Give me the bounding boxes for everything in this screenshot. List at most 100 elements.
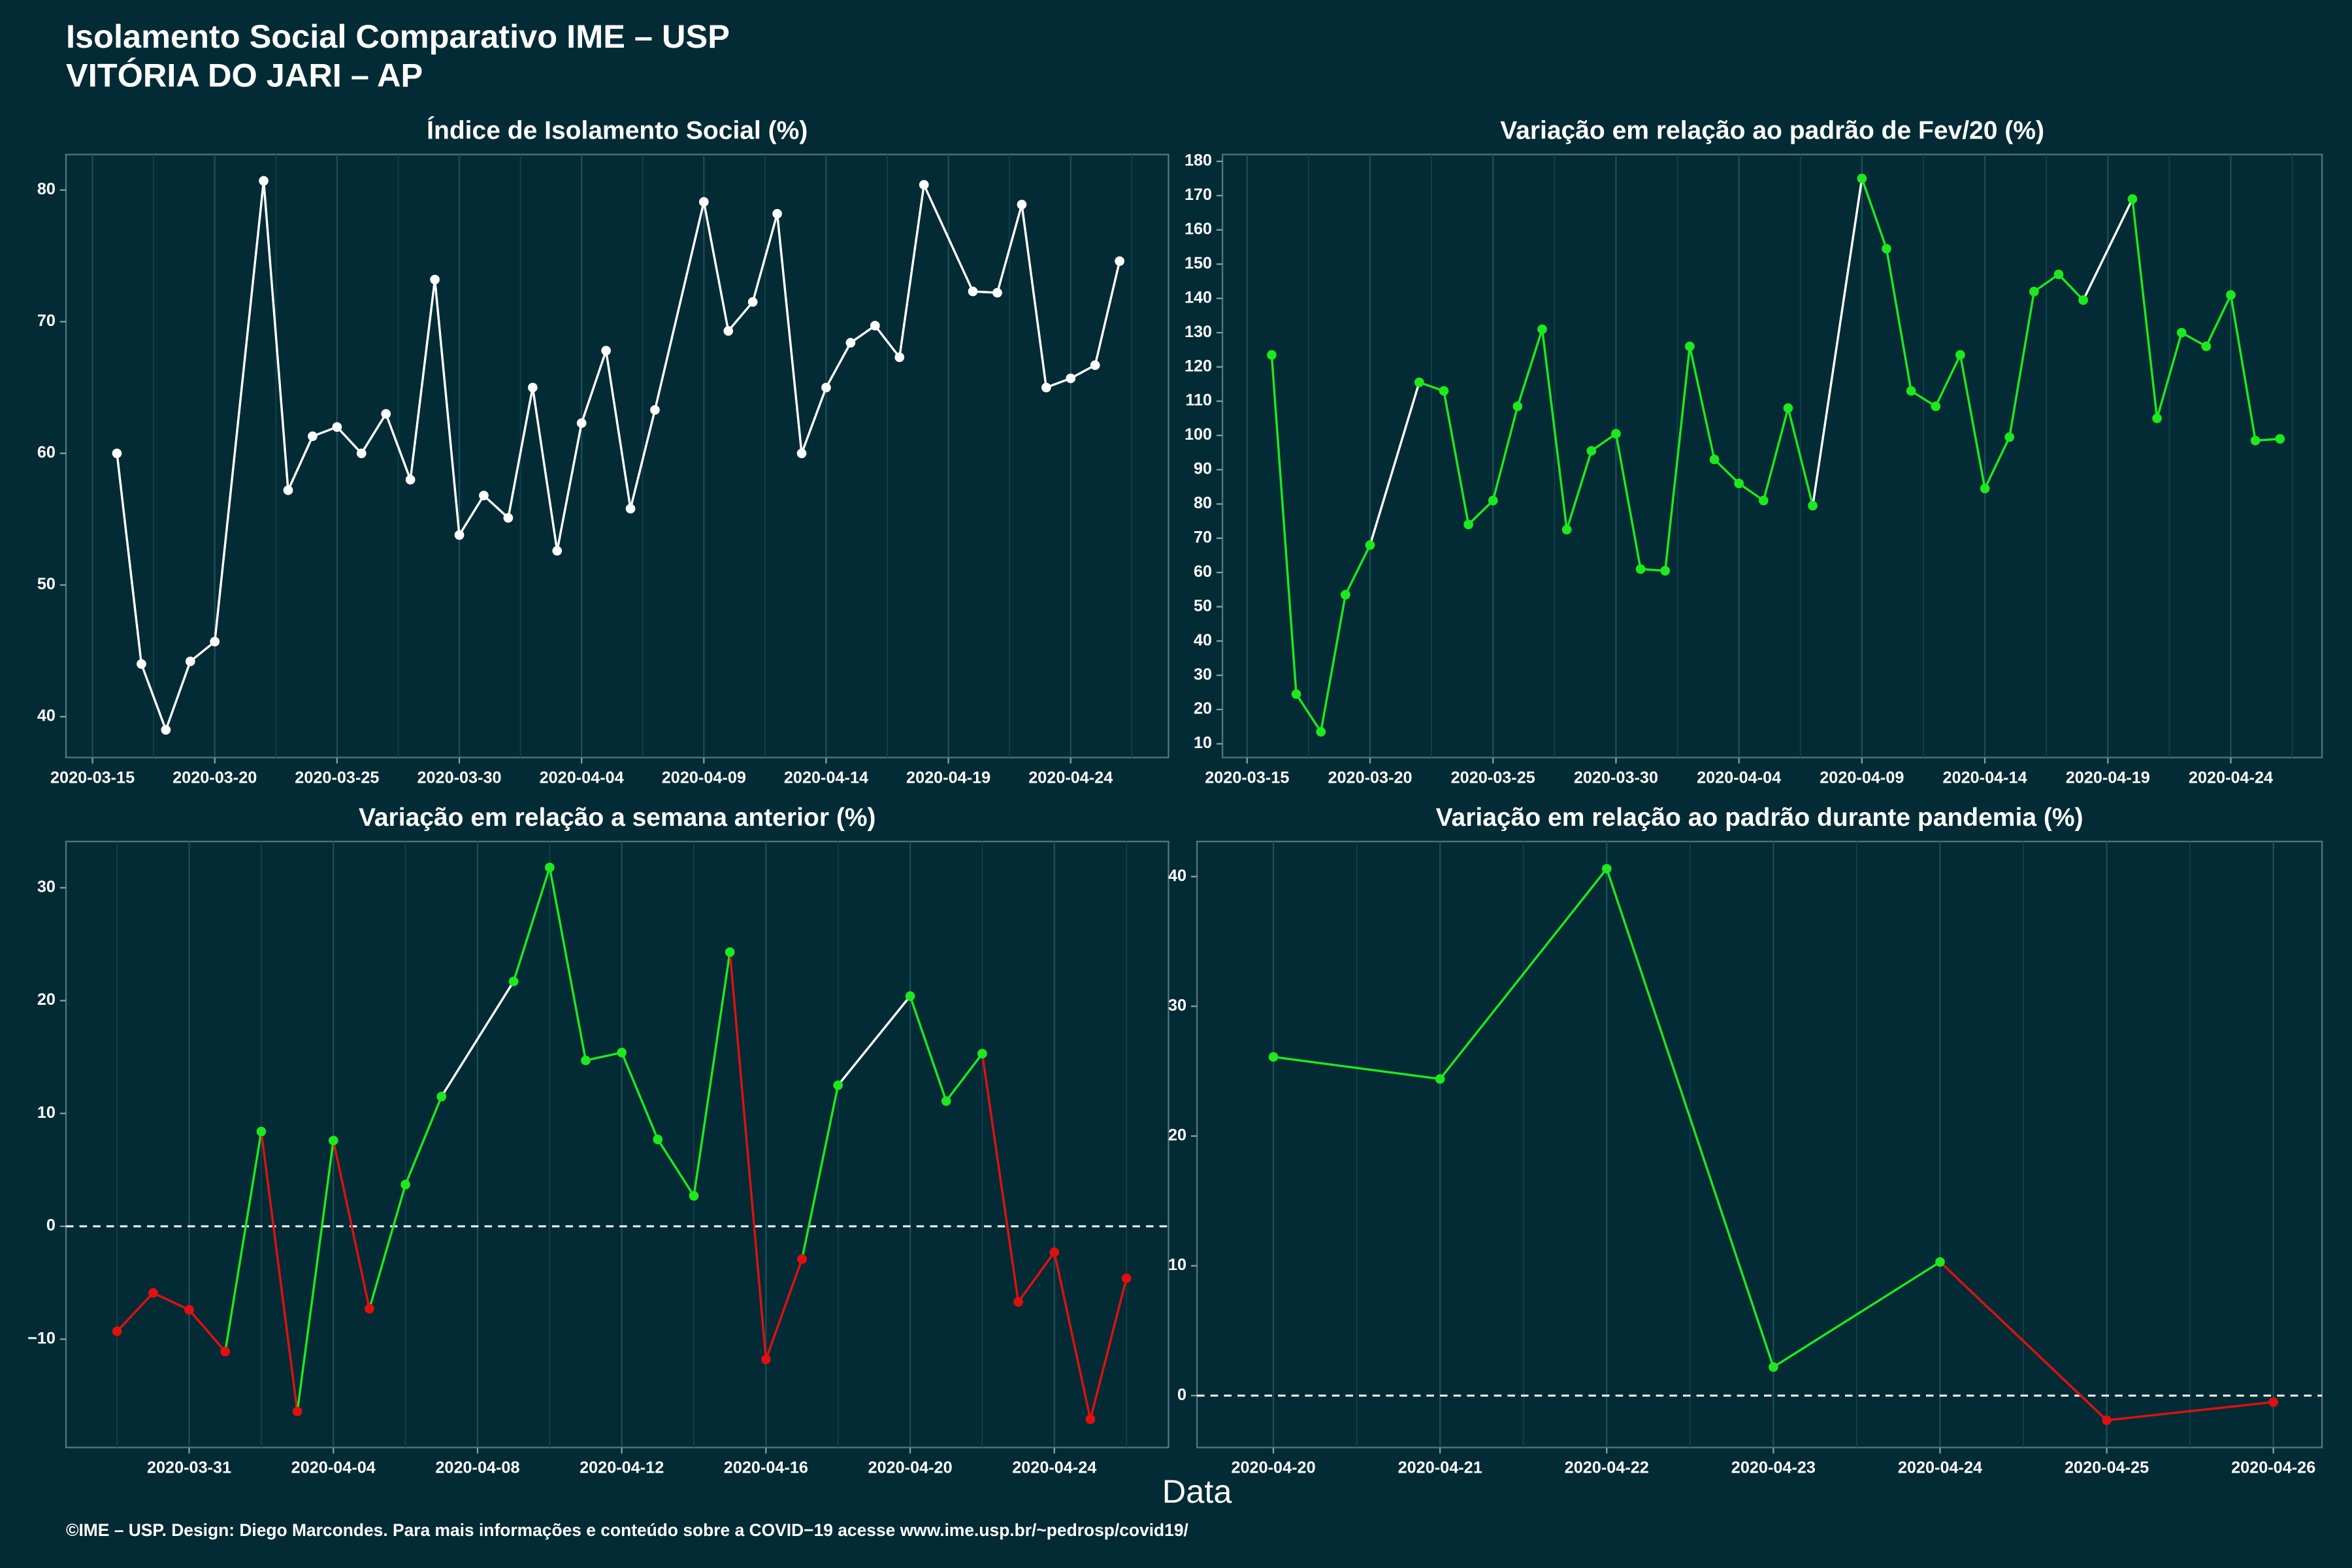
y-tick-label: 40 [37,707,56,725]
point [870,321,880,331]
line-segment [483,495,510,519]
point [137,659,146,669]
point [1882,244,1891,254]
point [2250,436,2261,446]
point [821,382,831,393]
point [1857,173,1867,184]
plot-area [1222,154,2323,759]
x-tick-label: 2020-04-23 [1731,1458,1816,1477]
point [454,530,465,540]
y-tick-label: 0 [1177,1386,1186,1404]
x-tick-label: 2020-03-31 [147,1458,231,1477]
point [1463,519,1473,530]
line-segment [531,387,559,551]
x-tick-label: 2020-04-24 [1012,1458,1096,1477]
y-tick-label: 70 [37,312,56,330]
x-tick-label: 2020-04-14 [1942,768,2027,787]
y-tick-label: 110 [1185,391,1212,410]
x-tick-label: 2020-04-12 [580,1458,664,1477]
line-segment [1713,458,1740,485]
point [625,504,636,514]
point [112,448,122,459]
line-segment [2033,273,2059,293]
point [2029,286,2039,297]
line-segment [1492,406,1519,501]
point [1808,500,1818,511]
point [1769,1362,1778,1372]
x-axis-label: Data [1162,1473,1233,1510]
point [650,405,660,415]
footer: ©IME – USP. Design: Diego Marcondes. Par… [66,1520,1188,1540]
line-segment [1664,346,1691,571]
main-subtitle: VITÓRIA DO JARI – AP [66,57,423,94]
y-tick-label: 20 [37,990,56,1009]
line-segment [1984,436,2011,489]
point [1013,1297,1023,1307]
point [968,286,978,297]
point [1601,864,1612,874]
line-segment [727,301,754,332]
point [381,409,391,419]
point [797,1254,807,1264]
y-tick-label: 10 [1168,1256,1186,1274]
line-segment [764,1258,804,1360]
line-segment [849,325,876,344]
line-segment [2229,295,2257,441]
line-segment [1094,261,1121,366]
point [1085,1414,1096,1424]
x-tick-label: 2020-03-15 [1205,768,1289,787]
point [2004,432,2015,442]
line-segment [2057,273,2084,301]
point [1439,385,1449,396]
y-tick-label: 30 [37,878,56,896]
line-segment [2106,1401,2274,1422]
line-segment [152,1292,190,1311]
line-segment [1910,389,1936,408]
line-segment [262,180,289,491]
point [725,947,735,957]
point [2152,413,2162,423]
point [2275,434,2285,444]
point [1537,324,1547,335]
x-tick-label: 2020-04-20 [868,1458,952,1477]
line-segment [629,410,657,509]
line-segment [945,1053,983,1102]
y-tick-label: 20 [1194,700,1212,718]
point [2102,1415,2112,1426]
x-tick-label: 2020-04-22 [1565,1458,1649,1477]
point [1291,689,1301,699]
point [1488,495,1498,506]
y-tick-label: 0 [46,1217,56,1235]
line-segment [440,981,515,1098]
line-segment [1443,391,1470,525]
point [1931,401,1941,412]
line-segment [1811,178,1863,506]
point [1049,1247,1060,1258]
line-segment [837,995,911,1086]
plot-area [65,840,1169,1448]
point [1268,1052,1279,1062]
line-segment [1467,499,1494,526]
point [405,474,416,485]
line-segment [1565,450,1593,531]
line-segment [433,279,461,536]
line-segment [165,661,191,730]
y-tick-label: 120 [1184,357,1212,375]
panel-title: Variação em relação a semana anterior (%… [359,804,876,832]
line-segment [702,201,730,331]
point [747,297,758,307]
line-segment [1369,382,1420,546]
point [1115,256,1125,267]
y-tick-label: 50 [37,575,56,593]
point [1267,350,1277,360]
y-tick-label: 30 [1168,996,1186,1015]
line-segment [776,213,803,454]
y-tick-label: 180 [1184,152,1212,170]
x-tick-label: 2020-04-24 [2189,768,2273,787]
line-segment [458,495,485,536]
point [1090,360,1100,370]
point [400,1179,410,1190]
point [581,1055,591,1066]
y-tick-label: 80 [37,180,56,199]
